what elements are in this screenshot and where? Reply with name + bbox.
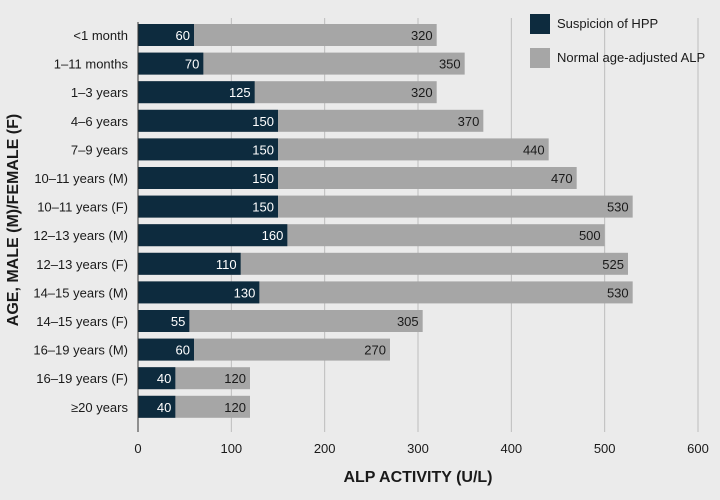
data-label-hpp: 40 bbox=[157, 371, 171, 386]
x-tick-label: 500 bbox=[594, 441, 616, 456]
data-label-normal: 320 bbox=[411, 28, 433, 43]
x-tick-label: 400 bbox=[500, 441, 522, 456]
bar-hpp bbox=[138, 138, 278, 161]
data-label-hpp: 150 bbox=[252, 142, 274, 157]
category-labels: <1 month 1–11 months 1–3 years 4–6 years 7–9… bbox=[33, 28, 128, 415]
legend-swatch-hpp bbox=[530, 14, 550, 34]
data-label-hpp: 130 bbox=[234, 285, 256, 300]
category-label: 1–11 months bbox=[54, 57, 129, 72]
data-label-hpp: 150 bbox=[252, 200, 274, 215]
bar-normal bbox=[138, 338, 390, 361]
x-tick-label: 100 bbox=[220, 441, 242, 456]
category-label: ≥20 years bbox=[71, 400, 128, 415]
y-axis-title: AGE, MALE (M)/FEMALE (F) bbox=[5, 114, 22, 326]
category-label: <1 month bbox=[73, 28, 128, 43]
x-tick-label: 200 bbox=[314, 441, 336, 456]
data-label-normal: 270 bbox=[364, 343, 386, 358]
category-label: 4–6 years bbox=[71, 114, 129, 129]
data-label-hpp: 70 bbox=[185, 57, 199, 72]
bar-hpp bbox=[138, 310, 190, 332]
x-tick-label: 300 bbox=[407, 441, 429, 456]
bar-hpp bbox=[138, 167, 278, 189]
legend: Suspicion of HPP Normal age-adjusted ALP bbox=[530, 14, 705, 68]
category-label: 14–15 years (F) bbox=[36, 314, 128, 329]
data-label-normal: 470 bbox=[551, 171, 573, 186]
x-tick-labels: 0 100 200 300 400 500 600 bbox=[134, 441, 708, 456]
data-label-hpp: 150 bbox=[252, 114, 274, 129]
data-label-normal: 120 bbox=[224, 400, 246, 415]
data-label-normal: 530 bbox=[607, 285, 629, 300]
category-label: 12–13 years (M) bbox=[33, 228, 128, 243]
bar-hpp bbox=[138, 338, 194, 361]
bar-hpp bbox=[138, 81, 255, 104]
data-label-hpp: 150 bbox=[252, 171, 274, 186]
bar-hpp bbox=[138, 224, 288, 247]
data-label-normal: 370 bbox=[458, 114, 480, 129]
category-label: 10–11 years (M) bbox=[34, 171, 128, 186]
bar-hpp bbox=[138, 109, 278, 132]
bar-hpp bbox=[138, 252, 241, 275]
data-label-normal: 120 bbox=[224, 371, 246, 386]
bar-hpp bbox=[138, 395, 176, 418]
bar-hpp bbox=[138, 367, 176, 390]
data-label-hpp: 60 bbox=[176, 343, 190, 358]
legend-label-hpp: Suspicion of HPP bbox=[557, 16, 658, 31]
x-tick-label: 600 bbox=[687, 441, 709, 456]
bar-normal bbox=[138, 24, 437, 46]
category-label: 10–11 years (F) bbox=[37, 200, 128, 215]
category-label: 16–19 years (M) bbox=[33, 343, 128, 358]
category-label: 16–19 years (F) bbox=[36, 371, 128, 386]
bar-hpp bbox=[138, 24, 194, 46]
category-label: 7–9 years bbox=[71, 142, 129, 157]
data-label-normal: 500 bbox=[579, 228, 601, 243]
data-label-hpp: 55 bbox=[171, 314, 185, 329]
bar-normal bbox=[138, 252, 628, 275]
category-label: 12–13 years (F) bbox=[36, 257, 128, 272]
bar-hpp bbox=[138, 195, 278, 218]
data-label-normal: 350 bbox=[439, 57, 461, 72]
data-label-normal: 320 bbox=[411, 85, 433, 100]
data-label-normal: 440 bbox=[523, 142, 545, 157]
category-label: 1–3 years bbox=[71, 85, 129, 100]
data-label-hpp: 60 bbox=[176, 28, 190, 43]
bars-group: 320 60 350 70 320 125 370 150 440 150 470 150 530 150… bbox=[138, 24, 633, 418]
data-label-hpp: 125 bbox=[229, 85, 251, 100]
bar-normal bbox=[138, 281, 633, 304]
bar-normal bbox=[138, 52, 465, 75]
data-label-normal: 525 bbox=[602, 257, 624, 272]
x-tick-label: 0 bbox=[134, 441, 141, 456]
data-label-normal: 305 bbox=[397, 314, 419, 329]
legend-swatch-normal bbox=[530, 48, 550, 68]
data-label-hpp: 160 bbox=[262, 228, 284, 243]
data-label-hpp: 40 bbox=[157, 400, 171, 415]
category-label: 14–15 years (M) bbox=[33, 285, 128, 300]
bar-hpp bbox=[138, 52, 204, 75]
bar-hpp bbox=[138, 281, 260, 304]
data-label-normal: 530 bbox=[607, 200, 629, 215]
data-label-hpp: 110 bbox=[216, 257, 237, 272]
x-axis-title: ALP ACTIVITY (U/L) bbox=[343, 469, 492, 486]
legend-label-normal: Normal age-adjusted ALP bbox=[557, 50, 705, 65]
bar-normal bbox=[138, 310, 423, 332]
